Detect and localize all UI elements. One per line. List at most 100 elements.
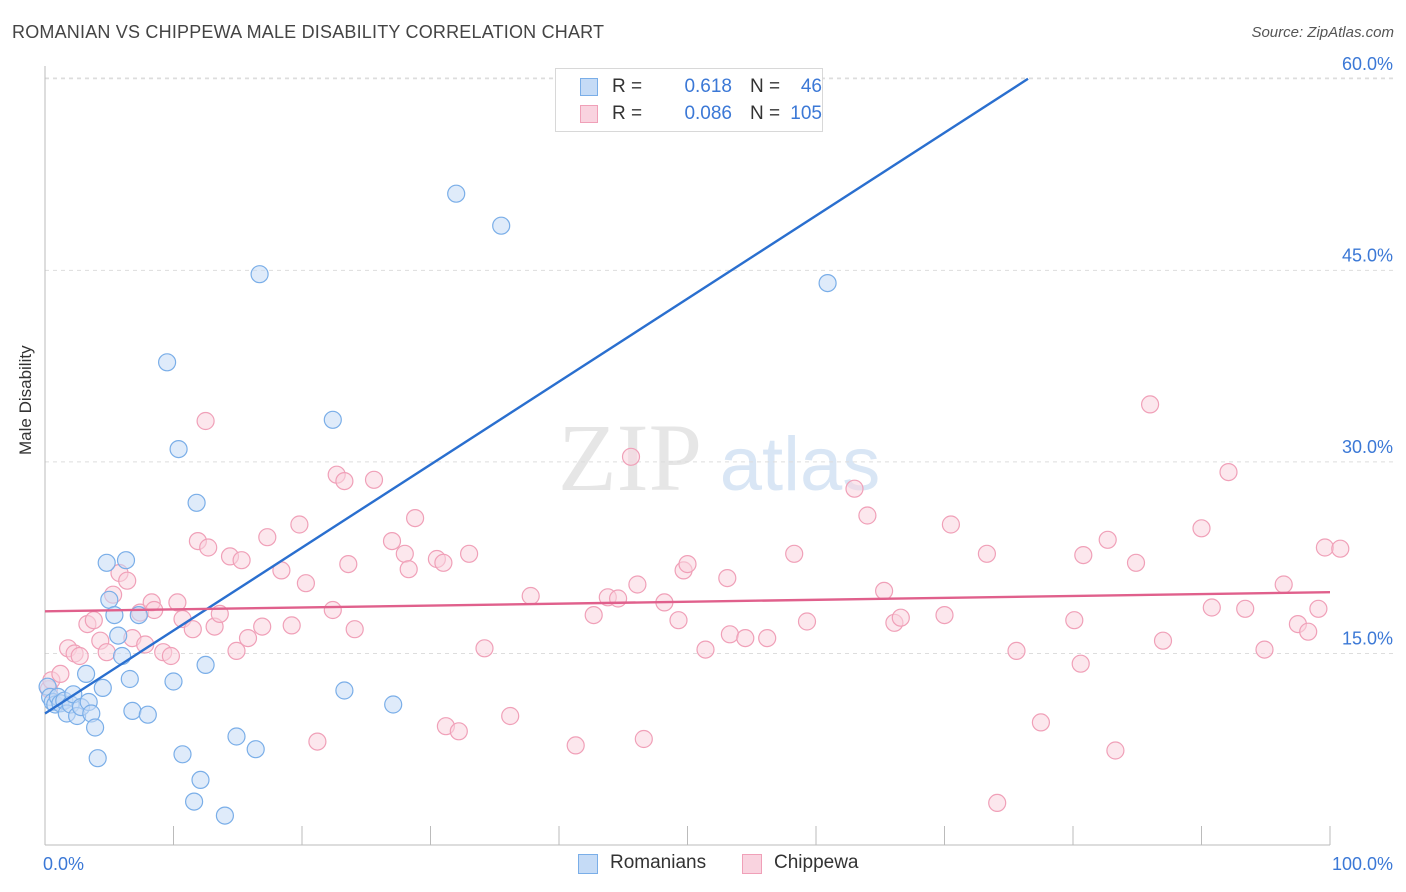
chippewa-point bbox=[364, 470, 384, 489]
chippewa-point bbox=[1098, 530, 1117, 549]
bottom-legend-label: Chippewa bbox=[774, 852, 859, 873]
legend-r-value: 0.086 bbox=[684, 103, 732, 124]
chippewa-point bbox=[621, 447, 641, 466]
romanians-point bbox=[138, 705, 157, 724]
bottom-legend-label: Romanians bbox=[610, 852, 707, 873]
chippewa-point bbox=[785, 544, 804, 563]
y-tick-label: 15.0% bbox=[1342, 628, 1393, 648]
romanians-point bbox=[112, 646, 132, 666]
tick-labels: 15.0% 30.0% 45.0% 60.0% 0.0% 100.0% bbox=[43, 54, 1393, 874]
chippewa-point bbox=[434, 553, 453, 572]
chippewa-point bbox=[232, 551, 251, 570]
romanians-point bbox=[323, 410, 342, 429]
chippewa-point bbox=[258, 528, 277, 547]
chippewa-point bbox=[227, 641, 246, 661]
chippewa-point bbox=[874, 581, 894, 601]
chippewa-point bbox=[1031, 713, 1051, 732]
chippewa-point bbox=[199, 538, 218, 557]
chippewa-point bbox=[858, 506, 877, 525]
romanians-point bbox=[818, 274, 837, 293]
chippewa-point bbox=[521, 586, 540, 606]
chippewa-points bbox=[39, 395, 1350, 813]
chippewa-point bbox=[449, 722, 468, 741]
romanians-point bbox=[97, 553, 116, 572]
chippewa-point bbox=[797, 612, 817, 631]
chippewa-point bbox=[669, 611, 688, 630]
romanians-point bbox=[164, 672, 183, 691]
chippewa-point bbox=[1126, 553, 1146, 572]
chippewa-point bbox=[290, 515, 309, 534]
romanians-point bbox=[246, 740, 265, 759]
romanians-point bbox=[227, 727, 246, 746]
chippewa-point bbox=[1315, 538, 1335, 557]
chippewa-point bbox=[460, 544, 479, 563]
chippewa-point bbox=[161, 646, 180, 666]
romanians-point bbox=[185, 792, 204, 811]
romanians-point bbox=[215, 806, 234, 825]
chippewa-point bbox=[758, 628, 777, 648]
chippewa-point bbox=[941, 515, 961, 534]
romanians-point bbox=[116, 551, 136, 570]
romanians-point bbox=[76, 664, 96, 684]
romanians-point bbox=[120, 669, 139, 689]
chippewa-point bbox=[628, 575, 647, 594]
legend-r-label: R = bbox=[612, 76, 643, 97]
chippewa-point bbox=[345, 620, 364, 639]
chippewa-point bbox=[678, 554, 697, 574]
chippewa-point bbox=[720, 625, 740, 644]
trend-lines bbox=[44, 77, 1331, 715]
chippewa-point bbox=[1071, 654, 1090, 673]
legend: R = 0.618 N = 46 R = 0.086 N = 105 bbox=[555, 68, 823, 132]
chippewa-point bbox=[335, 472, 354, 491]
chippewa-point bbox=[608, 589, 628, 608]
x-tick-label: 0.0% bbox=[43, 854, 84, 874]
chippewa-point bbox=[988, 793, 1007, 813]
chippewa-point bbox=[1202, 598, 1221, 617]
romanians-point bbox=[492, 216, 511, 235]
romanians-point bbox=[109, 626, 128, 645]
chippewa-point bbox=[1065, 611, 1084, 630]
chippewa-point bbox=[238, 628, 258, 648]
chippewa-point bbox=[977, 544, 997, 563]
chippewa-point bbox=[118, 571, 137, 590]
romanians-point bbox=[169, 440, 188, 459]
legend-n-label: N = bbox=[750, 76, 781, 97]
chippewa-point bbox=[1219, 463, 1238, 482]
chippewa-point bbox=[1074, 545, 1093, 565]
chippewa-point bbox=[308, 732, 327, 751]
romanians-point bbox=[447, 184, 466, 203]
chippewa-point bbox=[382, 531, 402, 551]
axes bbox=[44, 66, 1331, 846]
chippewa-point bbox=[696, 640, 715, 659]
chippewa-point bbox=[1255, 640, 1274, 659]
chippewa-swatch bbox=[742, 854, 762, 874]
chippewa-point bbox=[323, 600, 342, 620]
legend-n-value: 105 bbox=[790, 103, 822, 124]
legend-r-label: R = bbox=[612, 103, 643, 124]
chippewa-point bbox=[736, 628, 755, 648]
chippewa-point bbox=[296, 574, 315, 593]
romanians-point bbox=[191, 770, 210, 790]
chippewa-point bbox=[395, 544, 414, 563]
chippewa-point bbox=[1299, 622, 1318, 641]
romanians-point bbox=[196, 655, 215, 675]
chippewa-point bbox=[1236, 599, 1255, 618]
chippewa-point bbox=[1007, 641, 1026, 661]
chippewa-point bbox=[1153, 631, 1173, 650]
zipatlas-watermark: ZIP atlas bbox=[558, 404, 880, 511]
romanians-swatch bbox=[580, 78, 598, 96]
chippewa-point bbox=[282, 616, 301, 635]
romanians-point bbox=[173, 745, 192, 764]
romanians-point bbox=[88, 749, 107, 768]
romanians-swatch bbox=[578, 854, 598, 874]
romanians-point bbox=[93, 678, 112, 698]
chippewa-point bbox=[253, 617, 272, 636]
romanians-point bbox=[123, 701, 142, 721]
romanians-point bbox=[85, 718, 105, 737]
gridlines bbox=[45, 77, 1395, 654]
romanians-point bbox=[187, 493, 206, 512]
romanians-point bbox=[250, 265, 269, 284]
chippewa-point bbox=[1331, 539, 1350, 558]
chippewa-point bbox=[845, 479, 864, 498]
